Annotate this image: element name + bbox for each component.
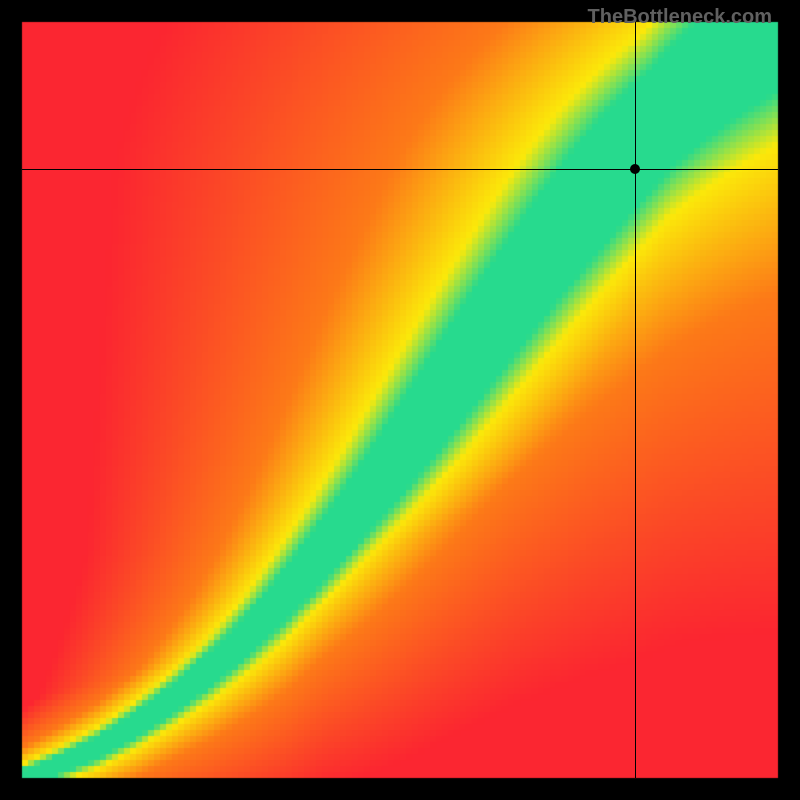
- crosshair-horizontal: [22, 169, 778, 170]
- heatmap-canvas: [0, 0, 800, 800]
- crosshair-vertical: [635, 22, 636, 778]
- attribution-text: TheBottleneck.com: [588, 6, 772, 29]
- chart-container: TheBottleneck.com: [0, 0, 800, 800]
- crosshair-marker: [630, 164, 640, 174]
